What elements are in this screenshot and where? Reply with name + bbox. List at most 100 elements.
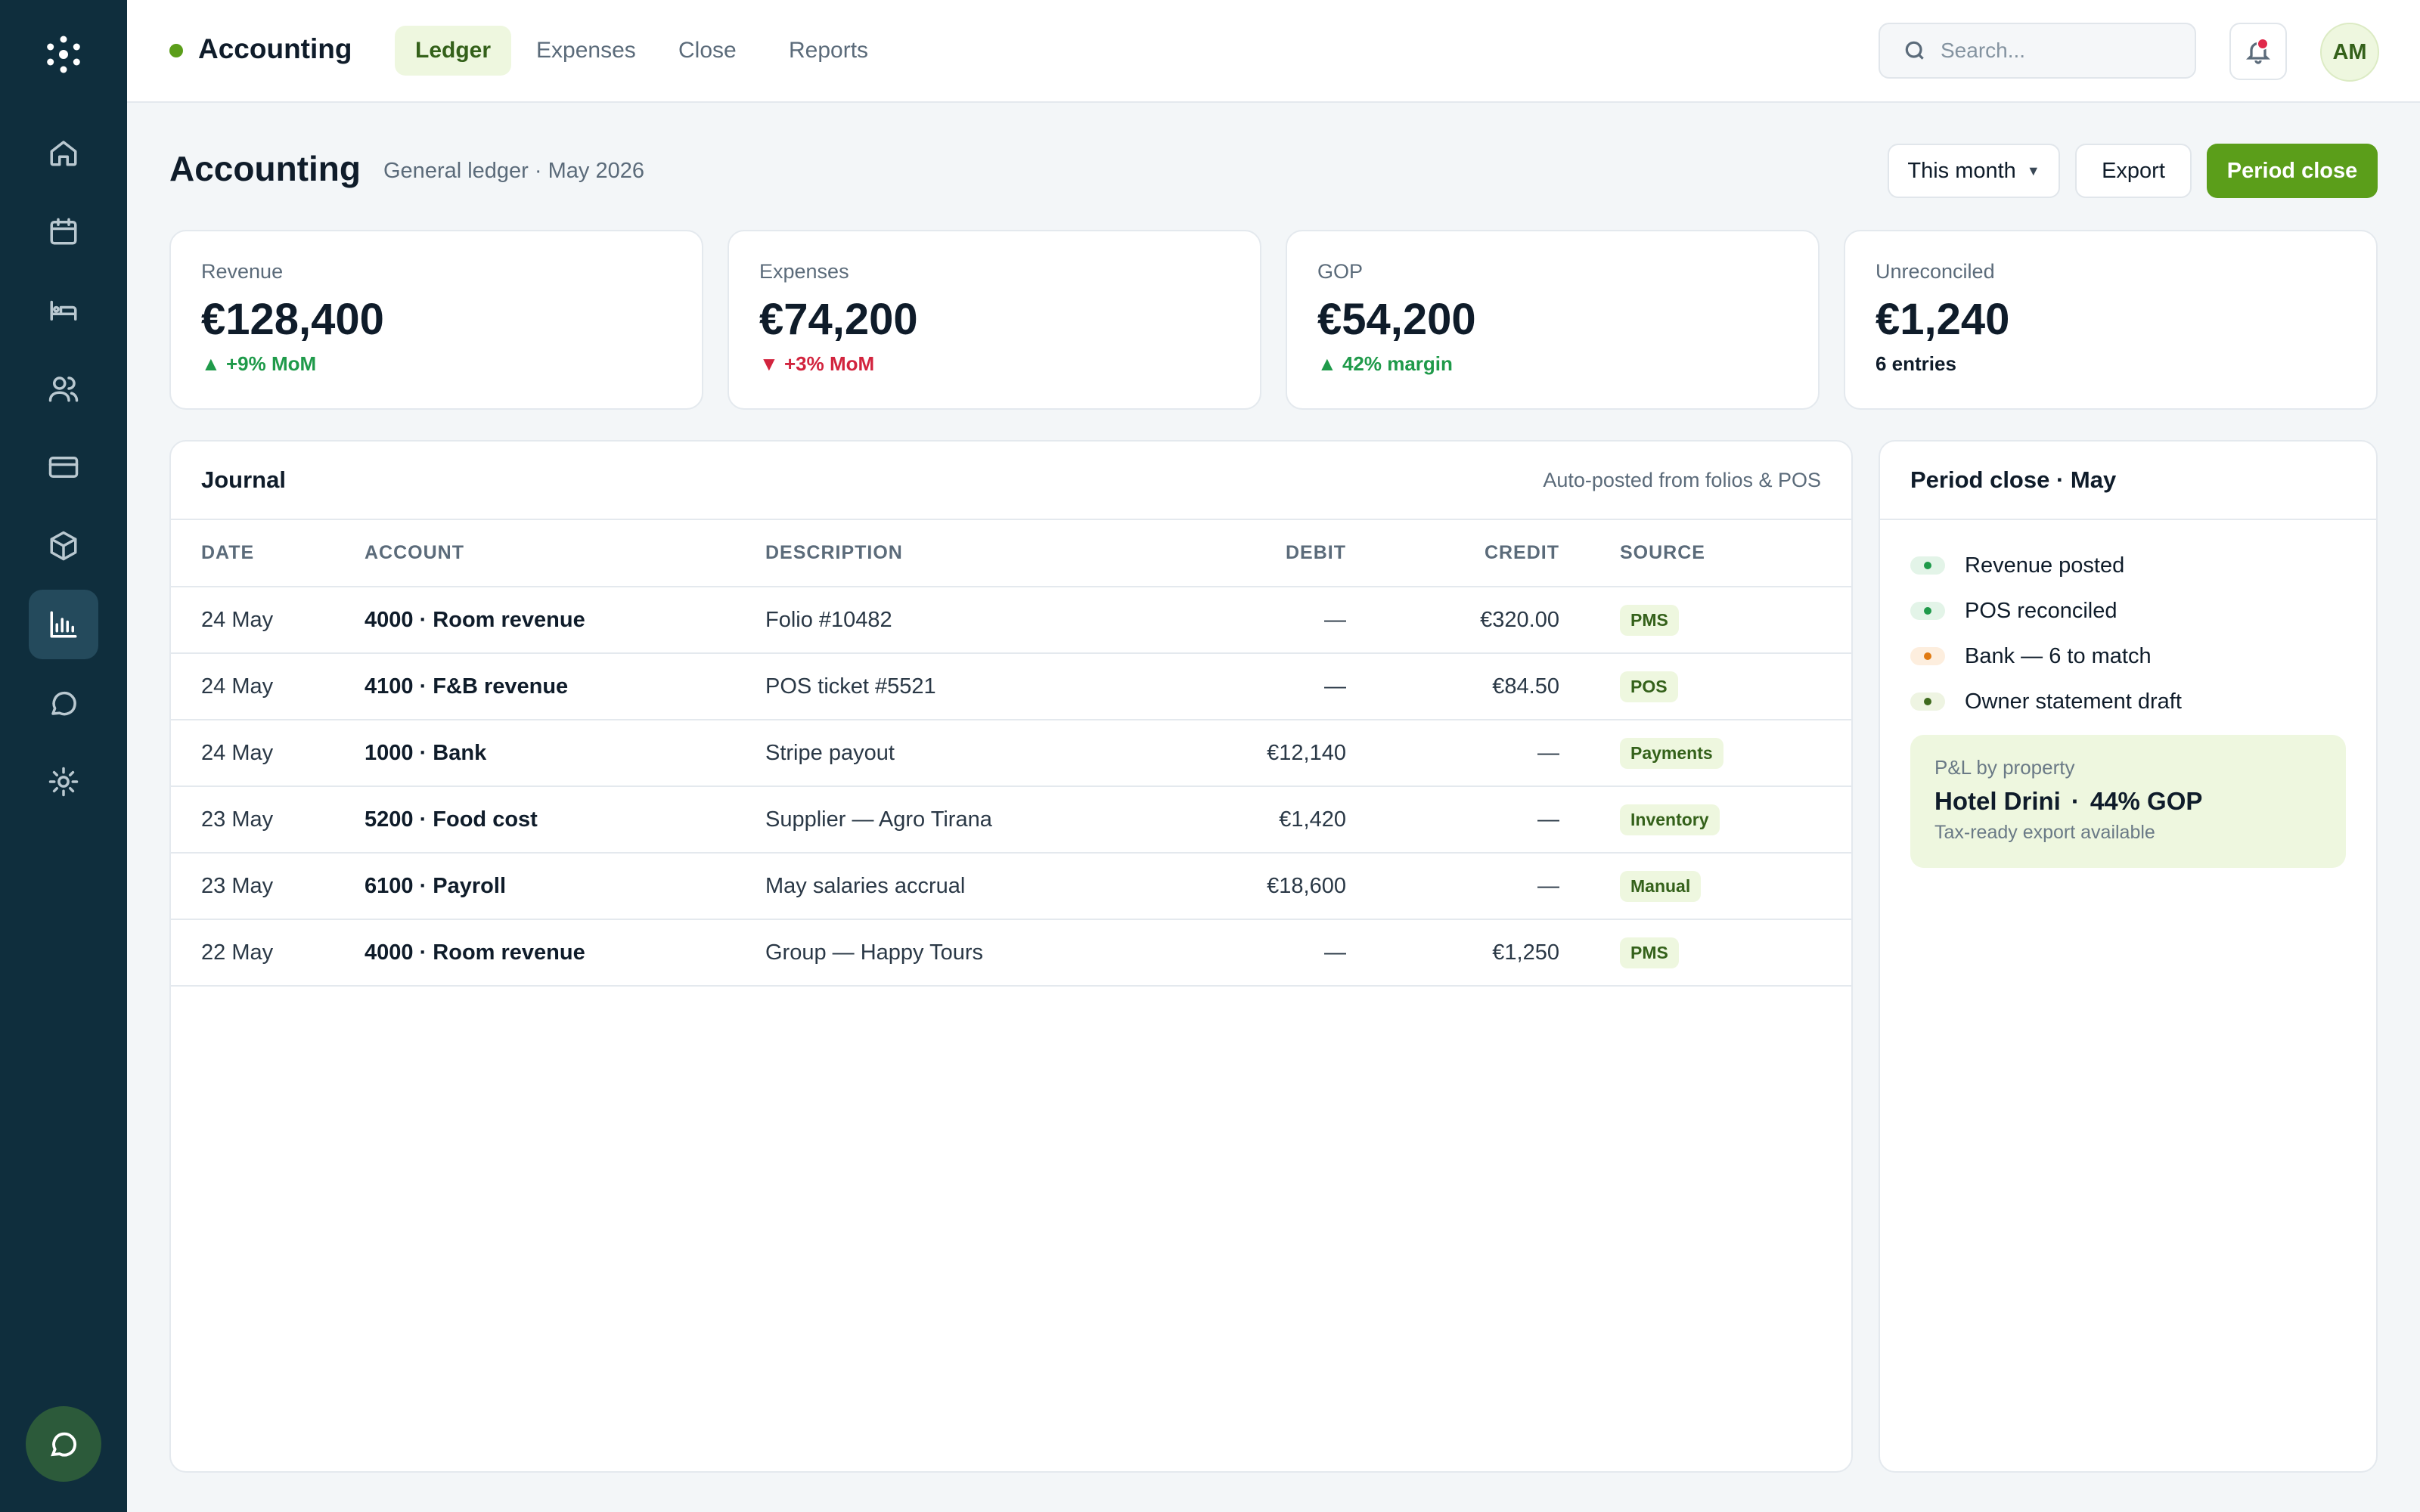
col-account[interactable]: ACCOUNT (365, 520, 765, 587)
cell-description: Stripe payout (765, 720, 1128, 787)
logo-icon[interactable] (41, 32, 86, 77)
nav-settings[interactable] (29, 747, 98, 816)
source-chip: Manual (1620, 870, 1702, 902)
cell-debit: €12,140 (1128, 720, 1346, 787)
col-credit[interactable]: CREDIT (1346, 520, 1559, 587)
tab-reports[interactable]: Reports (789, 38, 869, 63)
cell-account: 1000 · Bank (365, 720, 765, 787)
period-close-button[interactable]: Period close (2207, 144, 2378, 198)
chat-icon (51, 1432, 76, 1457)
nav-inventory[interactable] (29, 511, 98, 581)
checklist-label: Owner statement draft (1965, 689, 2182, 714)
period-select[interactable]: This month ▼ (1888, 144, 2060, 198)
cell-date: 24 May (171, 587, 365, 654)
chart-icon (50, 611, 77, 638)
tab-ledger[interactable]: Ledger (395, 26, 512, 76)
nav-calendar[interactable] (29, 197, 98, 266)
tab-expenses[interactable]: Expenses (536, 38, 636, 63)
tab-close[interactable]: Close (678, 38, 737, 63)
table-row[interactable]: 23 May 6100 · Payroll May salaries accru… (171, 853, 1851, 920)
pnl-label: P&L by property (1934, 756, 2075, 779)
journal-title: Journal (201, 466, 286, 493)
kpi-value: €128,400 (201, 295, 384, 344)
source-chip: Inventory (1620, 804, 1720, 835)
nav-rooms[interactable] (29, 275, 98, 345)
table-row[interactable]: 24 May 4100 · F&B revenue POS ticket #55… (171, 653, 1851, 720)
app-title: Accounting (198, 33, 352, 64)
cell-account: 4000 · Room revenue (365, 919, 765, 987)
cell-description: Group — Happy Tours (765, 919, 1128, 987)
source-chip: Payments (1620, 737, 1723, 769)
nav-payments[interactable] (29, 432, 98, 502)
col-debit[interactable]: DEBIT (1128, 520, 1346, 587)
checklist-label: Bank — 6 to match (1965, 643, 2152, 668)
close-checklist: Revenue posted POS reconciled Bank — 6 t… (1880, 520, 2376, 724)
kpi-value: €54,200 (1317, 295, 1476, 344)
users-icon (48, 376, 79, 402)
col-description[interactable]: DESCRIPTION (765, 520, 1128, 587)
kpi-delta: ▲ 42% margin (1317, 352, 1453, 375)
table-row[interactable]: 24 May 1000 · Bank Stripe payout €12,140… (171, 720, 1851, 787)
cell-description: POS ticket #5521 (765, 653, 1128, 720)
pnl-gop: 44% GOP (2090, 787, 2203, 815)
checklist-label: Revenue posted (1965, 553, 2125, 578)
checklist-item[interactable]: POS reconciled (1910, 588, 2346, 634)
search-icon (1905, 41, 1924, 60)
cell-account: 4000 · Room revenue (365, 587, 765, 654)
kpi-value: €1,240 (1876, 295, 2010, 344)
source-chip: PMS (1620, 937, 1679, 968)
cell-debit: — (1128, 653, 1346, 720)
status-indicator (1910, 692, 1945, 711)
kpi-label: GOP (1317, 260, 1364, 283)
col-date[interactable]: DATE (171, 520, 365, 587)
journal-note: Auto-posted from folios & POS (1543, 468, 1821, 491)
calendar-icon (50, 218, 77, 245)
nav-guests[interactable] (29, 354, 98, 423)
journal-table: DATE ACCOUNT DESCRIPTION DEBIT CREDIT SO… (171, 520, 1851, 987)
table-header-row: DATE ACCOUNT DESCRIPTION DEBIT CREDIT SO… (171, 520, 1851, 587)
journal-header: Journal Auto-posted from folios & POS (171, 442, 1851, 520)
arrow-up-icon: ▲ (1317, 352, 1342, 375)
period-close-panel: Period close · May Revenue posted POS re… (1879, 440, 2378, 1473)
cell-description: Supplier — Agro Tirana (765, 786, 1128, 854)
arrow-down-icon: ▼ (759, 352, 784, 375)
kpi-delta: 6 entries (1876, 352, 1956, 375)
box-icon (50, 531, 77, 561)
status-dot (169, 44, 183, 57)
cell-date: 23 May (171, 786, 365, 854)
kpi-label: Unreconciled (1876, 260, 1995, 283)
message-icon (51, 691, 76, 716)
card-icon (48, 457, 79, 478)
nav-accounting[interactable] (29, 590, 98, 659)
status-indicator (1910, 602, 1945, 620)
checklist-label: POS reconciled (1965, 598, 2118, 623)
period-select-label: This month (1907, 158, 2016, 183)
page-subtitle: General ledger · May 2026 (383, 159, 644, 183)
col-source[interactable]: SOURCE (1559, 520, 1851, 587)
nav-home[interactable] (29, 118, 98, 187)
cell-debit: — (1128, 919, 1346, 987)
nav-messages[interactable] (29, 668, 98, 738)
period-close-title: Period close · May (1910, 466, 2117, 493)
chat-button[interactable] (26, 1406, 101, 1482)
cell-credit: — (1346, 853, 1559, 920)
avatar[interactable]: AM (2320, 23, 2379, 82)
kpi-label: Expenses (759, 260, 849, 283)
checklist-item[interactable]: Bank — 6 to match (1910, 634, 2346, 679)
cell-account: 5200 · Food cost (365, 786, 765, 854)
top-bar: Accounting Ledger Expenses Close Reports… (127, 0, 2420, 103)
checklist-item[interactable]: Owner statement draft (1910, 679, 2346, 724)
search-input[interactable] (1941, 39, 2183, 63)
search-box[interactable] (1879, 23, 2196, 79)
page-title: Accounting (169, 149, 361, 188)
table-row[interactable]: 24 May 4000 · Room revenue Folio #10482 … (171, 587, 1851, 654)
table-row[interactable]: 22 May 4000 · Room revenue Group — Happy… (171, 919, 1851, 987)
export-button[interactable]: Export (2075, 144, 2192, 198)
notifications-button[interactable] (2229, 23, 2287, 80)
cell-date: 22 May (171, 919, 365, 987)
source-chip: PMS (1620, 604, 1679, 636)
pnl-card[interactable]: P&L by property Hotel Drini · 44% GOP Tax-… (1910, 735, 2346, 868)
table-row[interactable]: 23 May 5200 · Food cost Supplier — Agro … (171, 786, 1851, 854)
kpi-value: €74,200 (759, 295, 918, 344)
checklist-item[interactable]: Revenue posted (1910, 543, 2346, 588)
